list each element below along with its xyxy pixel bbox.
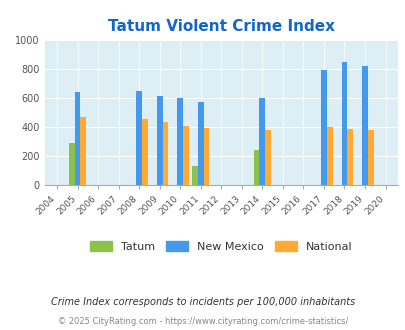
Text: © 2025 CityRating.com - https://www.cityrating.com/crime-statistics/: © 2025 CityRating.com - https://www.city… <box>58 317 347 326</box>
Bar <box>361 66 367 185</box>
Bar <box>197 102 203 185</box>
Bar <box>253 150 259 185</box>
Bar <box>142 119 147 185</box>
Bar <box>136 91 142 185</box>
Bar <box>341 62 347 185</box>
Bar <box>264 130 270 185</box>
Bar <box>75 92 80 185</box>
Bar <box>69 143 75 185</box>
Bar <box>203 128 209 185</box>
Bar <box>80 117 86 185</box>
Legend: Tatum, New Mexico, National: Tatum, New Mexico, National <box>85 237 356 256</box>
Bar <box>347 129 352 185</box>
Bar <box>326 127 332 185</box>
Title: Tatum Violent Crime Index: Tatum Violent Crime Index <box>107 19 334 34</box>
Bar <box>320 70 326 185</box>
Bar <box>177 98 183 185</box>
Bar <box>162 122 168 185</box>
Bar <box>156 95 162 185</box>
Bar <box>259 98 264 185</box>
Text: Crime Index corresponds to incidents per 100,000 inhabitants: Crime Index corresponds to incidents per… <box>51 297 354 307</box>
Bar <box>367 130 373 185</box>
Bar <box>192 166 197 185</box>
Bar <box>183 126 188 185</box>
